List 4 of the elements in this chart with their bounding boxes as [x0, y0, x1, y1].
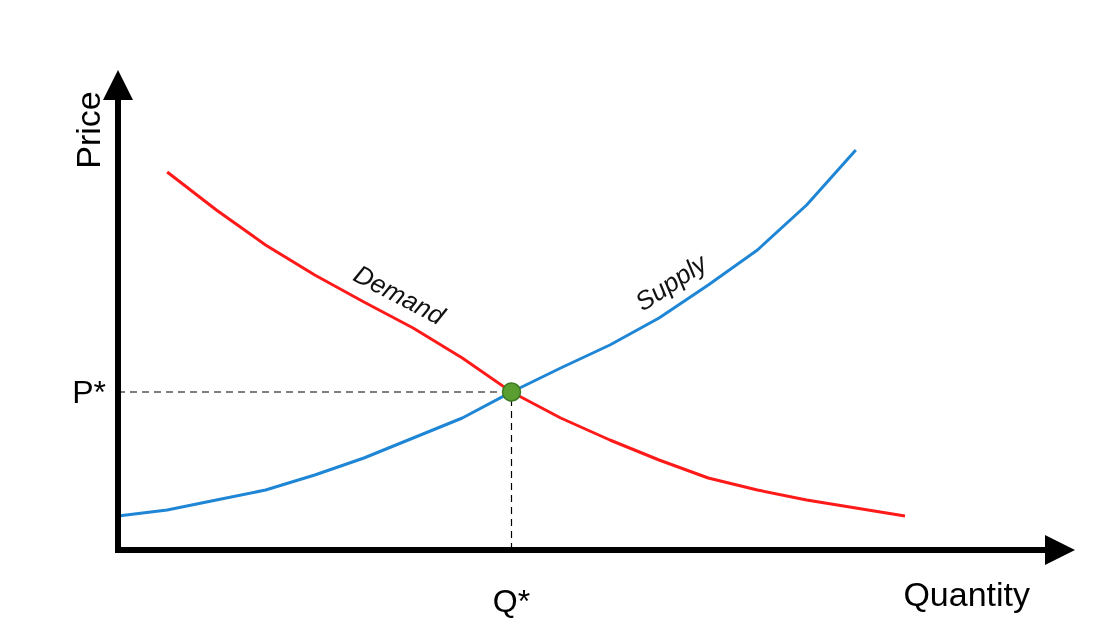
y-axis-title: Price [69, 91, 107, 169]
ref-line-label: P* [72, 374, 106, 410]
x-axis-title: Quantity [903, 575, 1030, 613]
text: Q* [492, 583, 531, 619]
